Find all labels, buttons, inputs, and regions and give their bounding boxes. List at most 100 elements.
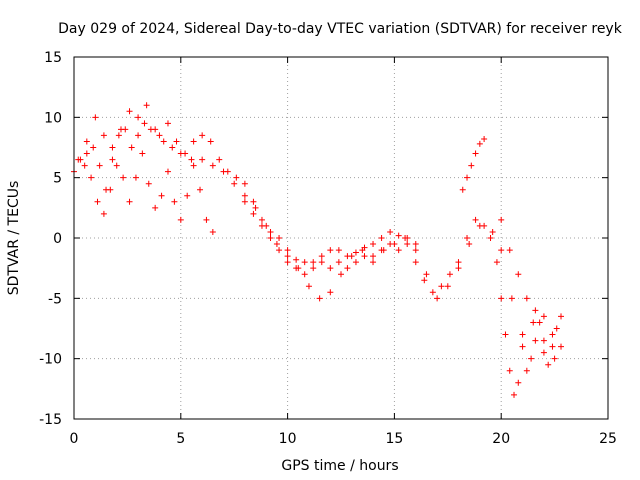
data-point	[113, 162, 120, 169]
data-point	[128, 144, 135, 151]
data-point	[241, 180, 248, 187]
data-point	[209, 228, 216, 235]
data-point	[508, 295, 515, 302]
data-point	[530, 319, 537, 326]
data-point	[553, 325, 560, 332]
data-point	[528, 355, 535, 362]
data-point	[327, 247, 334, 254]
data-point	[434, 295, 441, 302]
data-point	[107, 186, 114, 193]
data-point	[506, 247, 513, 254]
data-point	[404, 235, 411, 241]
data-point	[519, 331, 526, 338]
data-point	[506, 367, 513, 374]
data-point	[536, 319, 543, 326]
data-point	[117, 126, 124, 133]
data-point	[258, 216, 265, 223]
data-point	[335, 247, 342, 254]
data-point	[109, 144, 116, 151]
x-axis-label: GPS time / hours	[281, 458, 398, 474]
data-point	[258, 222, 265, 229]
data-point	[532, 337, 539, 344]
data-point	[203, 216, 210, 223]
data-point	[90, 144, 97, 151]
data-point	[318, 253, 325, 260]
y-tick-label: -5	[48, 291, 62, 307]
data-point	[135, 132, 142, 139]
data-point	[487, 235, 494, 241]
data-point	[173, 138, 180, 145]
data-point	[335, 259, 342, 266]
data-point	[493, 259, 500, 266]
data-point	[423, 271, 430, 278]
data-point	[540, 313, 547, 320]
data-point	[88, 174, 95, 181]
data-point	[489, 228, 496, 235]
data-point	[177, 150, 184, 157]
data-point	[199, 132, 206, 139]
data-point	[160, 138, 167, 145]
data-point	[252, 204, 259, 211]
data-point	[75, 156, 82, 163]
data-point	[83, 138, 90, 145]
data-point	[100, 132, 107, 139]
data-point	[120, 174, 127, 181]
data-point	[293, 256, 300, 263]
data-point	[220, 168, 227, 175]
y-tick-label: 5	[53, 171, 62, 187]
data-point	[446, 271, 453, 278]
data-point	[344, 265, 351, 272]
data-point	[551, 355, 558, 362]
data-point	[519, 343, 526, 350]
data-point	[209, 162, 216, 169]
y-tick-label: 0	[53, 231, 62, 247]
data-point	[184, 192, 191, 199]
data-point	[558, 313, 565, 320]
data-point	[100, 210, 107, 217]
data-point	[455, 265, 462, 272]
data-point	[476, 222, 483, 229]
data-point	[284, 253, 291, 260]
series-track-c	[81, 150, 216, 235]
data-point	[158, 192, 165, 199]
data-point	[511, 391, 518, 398]
data-point	[169, 144, 176, 151]
data-point	[378, 235, 385, 241]
data-point	[115, 132, 122, 139]
data-point	[310, 265, 317, 272]
data-point	[444, 283, 451, 290]
data-point	[352, 249, 359, 256]
y-axis-label: SDTVAR / TECUs	[6, 181, 22, 296]
data-point	[188, 156, 195, 163]
x-tick-label: 10	[279, 431, 297, 447]
data-point	[92, 114, 99, 121]
series-track-a	[71, 120, 565, 350]
data-point	[267, 228, 274, 235]
data-point	[549, 331, 556, 338]
data-point	[532, 307, 539, 314]
data-point	[276, 235, 283, 241]
x-tick-label: 5	[176, 431, 185, 447]
data-point	[284, 247, 291, 254]
data-point	[241, 192, 248, 199]
plot-frame	[73, 56, 609, 420]
data-point	[152, 126, 159, 133]
data-point	[361, 253, 368, 260]
data-point	[318, 259, 325, 266]
data-point	[164, 120, 171, 127]
data-point	[395, 232, 402, 239]
data-point	[145, 180, 152, 187]
data-point	[545, 361, 552, 368]
data-point	[284, 259, 291, 266]
data-point	[197, 186, 204, 193]
data-point	[327, 289, 334, 296]
data-point	[96, 162, 103, 169]
data-point	[515, 271, 522, 278]
data-point	[412, 259, 419, 266]
data-point	[316, 295, 323, 302]
data-point	[327, 265, 334, 272]
data-point	[412, 247, 419, 254]
chart-title: Day 029 of 2024, Sidereal Day-to-day VTE…	[58, 21, 623, 37]
data-point	[472, 150, 479, 157]
data-point	[338, 271, 344, 278]
